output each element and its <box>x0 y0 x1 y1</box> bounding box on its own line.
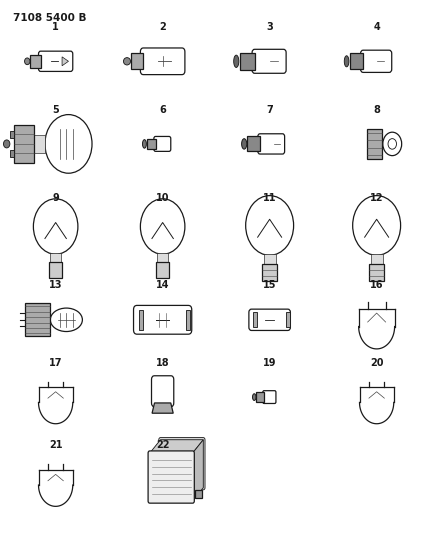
Circle shape <box>388 139 396 149</box>
Text: 10: 10 <box>156 192 169 203</box>
Bar <box>350 53 363 69</box>
Polygon shape <box>150 440 203 453</box>
Text: 13: 13 <box>49 280 62 290</box>
Text: 5: 5 <box>52 104 59 115</box>
FancyBboxPatch shape <box>140 48 185 75</box>
Circle shape <box>45 115 92 173</box>
Text: 15: 15 <box>263 280 276 290</box>
Text: 14: 14 <box>156 280 169 290</box>
Text: 17: 17 <box>49 358 62 368</box>
Circle shape <box>383 132 401 156</box>
Circle shape <box>353 196 401 255</box>
Bar <box>24 303 51 336</box>
Ellipse shape <box>3 140 10 148</box>
Text: 21: 21 <box>49 440 62 450</box>
Ellipse shape <box>253 394 256 400</box>
Text: 1: 1 <box>52 22 59 32</box>
Circle shape <box>33 199 78 254</box>
Text: 20: 20 <box>370 358 383 368</box>
Bar <box>156 262 169 278</box>
FancyBboxPatch shape <box>360 50 392 72</box>
Bar <box>240 53 255 70</box>
FancyBboxPatch shape <box>134 305 192 334</box>
Bar <box>371 254 383 265</box>
FancyBboxPatch shape <box>258 134 285 154</box>
Ellipse shape <box>24 58 30 64</box>
FancyBboxPatch shape <box>39 51 73 71</box>
Polygon shape <box>193 440 203 501</box>
Bar <box>15 125 34 163</box>
Circle shape <box>140 199 185 254</box>
Bar <box>264 254 276 265</box>
Bar <box>253 312 257 327</box>
FancyBboxPatch shape <box>249 309 290 330</box>
Text: 4: 4 <box>373 22 380 32</box>
Text: 22: 22 <box>156 440 169 450</box>
Bar <box>49 262 62 278</box>
Bar <box>139 310 143 330</box>
Text: 7: 7 <box>266 104 273 115</box>
Bar <box>157 253 168 263</box>
FancyBboxPatch shape <box>252 49 286 73</box>
Ellipse shape <box>234 55 239 68</box>
Bar <box>262 264 277 281</box>
Text: 3: 3 <box>266 22 273 32</box>
Text: 19: 19 <box>263 358 276 368</box>
Ellipse shape <box>123 58 131 65</box>
Bar <box>195 490 202 498</box>
FancyBboxPatch shape <box>159 438 205 490</box>
Bar <box>367 129 382 159</box>
Text: 9: 9 <box>52 192 59 203</box>
Bar <box>147 139 156 149</box>
Bar <box>10 150 15 157</box>
Bar <box>256 392 264 402</box>
Bar <box>30 54 41 68</box>
Text: 12: 12 <box>370 192 383 203</box>
Ellipse shape <box>344 56 349 67</box>
Bar <box>369 264 384 281</box>
Text: 18: 18 <box>156 358 169 368</box>
Circle shape <box>246 196 294 255</box>
FancyBboxPatch shape <box>152 376 174 407</box>
Text: 8: 8 <box>373 104 380 115</box>
Ellipse shape <box>51 308 82 332</box>
FancyBboxPatch shape <box>154 136 171 151</box>
Bar <box>131 53 143 69</box>
Text: 6: 6 <box>159 104 166 115</box>
Bar <box>186 310 190 330</box>
Bar <box>10 131 15 138</box>
Text: 16: 16 <box>370 280 383 290</box>
FancyBboxPatch shape <box>148 451 194 503</box>
Text: 7108 5400 B: 7108 5400 B <box>13 13 86 23</box>
Text: 11: 11 <box>263 192 276 203</box>
Polygon shape <box>62 57 68 66</box>
Polygon shape <box>152 403 173 413</box>
Ellipse shape <box>143 140 146 148</box>
Bar <box>247 136 260 151</box>
FancyBboxPatch shape <box>263 391 276 403</box>
Bar <box>34 135 45 152</box>
Bar <box>286 312 289 327</box>
Text: 2: 2 <box>159 22 166 32</box>
Ellipse shape <box>241 139 247 149</box>
Bar <box>51 253 61 263</box>
